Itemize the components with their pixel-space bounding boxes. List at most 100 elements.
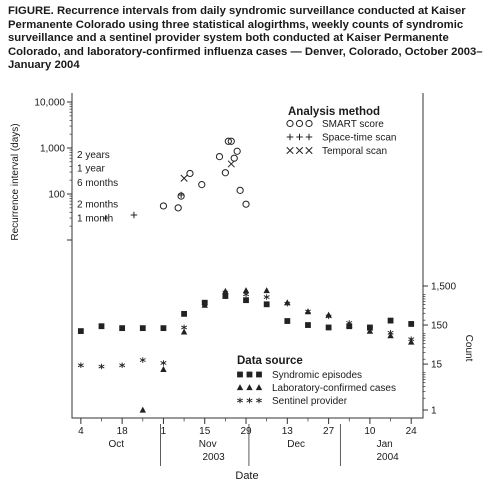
upper-point-circle-shape [221, 169, 229, 177]
legend-symbol-plus [296, 133, 303, 141]
x-month-label: Dec [287, 439, 305, 450]
upper-y-axis-title: Recurrence interval (days) [10, 123, 21, 240]
legend-symbol-circle [295, 119, 304, 128]
legend-symbol-circle [286, 119, 294, 128]
x-tick-label: 4 [78, 426, 84, 437]
lower-point-asterisk-shape [243, 291, 250, 298]
lower-point-square [263, 301, 270, 308]
x-tick-label: 1 [161, 426, 167, 437]
lower-point-asterisk-shape [201, 300, 208, 306]
legend-symbol-plus [305, 133, 313, 141]
legend-symbol-asterisk-shape [255, 397, 263, 404]
upper-point-circle [224, 137, 232, 145]
lower-point-triangle [180, 328, 188, 335]
x-year-label: 2004 [376, 452, 399, 463]
legend-symbol-triangle [246, 384, 253, 391]
lower-point-asterisk [119, 362, 126, 369]
lower-point-asterisk [325, 313, 332, 320]
legend-symbol-asterisk-shape [236, 397, 244, 404]
upper-legend-label: SMART score [322, 119, 384, 130]
upper-y-tick-label: 100 [48, 190, 65, 201]
legend-symbol-x-shape [295, 146, 304, 155]
reference-interval-label: 6 months [77, 178, 118, 189]
lower-point-square-shape [98, 323, 105, 330]
lower-point-asterisk [408, 336, 415, 343]
upper-point-circle [230, 154, 238, 162]
lower-point-square [222, 293, 229, 299]
legend-symbol-circle-shape [286, 119, 294, 128]
lower-point-asterisk-shape [304, 308, 311, 315]
x-tick-label: 27 [323, 426, 335, 437]
x-tick-label: 13 [282, 426, 294, 437]
x-tick-label: 18 [117, 426, 129, 437]
lower-point-asterisk-shape [325, 313, 332, 320]
upper-point-circle-shape [230, 154, 238, 162]
lower-point-asterisk [201, 300, 208, 306]
lower-y-tick-label: 1,500 [431, 282, 456, 293]
legend-symbol-triangle-shape [236, 384, 244, 391]
lower-point-asterisk [139, 357, 146, 363]
legend-symbol-x-shape [305, 146, 313, 155]
upper-point-circle [215, 153, 224, 161]
lower-point-asterisk-shape [408, 336, 415, 343]
upper-point-x [227, 160, 235, 168]
x-tick-label: 24 [406, 426, 418, 437]
x-tick-label: 29 [240, 426, 252, 437]
upper-point-circle [198, 181, 206, 189]
x-year-label: 2003 [202, 452, 225, 463]
lower-point-asterisk-shape [284, 300, 291, 307]
legend-symbol-x [286, 146, 294, 155]
legend-symbol-x [305, 146, 313, 155]
upper-y-tick-label: 1,000 [40, 144, 65, 155]
lower-point-asterisk [263, 294, 270, 300]
lower-point-asterisk-shape [222, 289, 229, 296]
upper-point-circle [221, 169, 229, 177]
legend-symbol-asterisk [236, 397, 244, 404]
legend-symbol-square [256, 371, 262, 378]
lower-point-triangle [263, 287, 270, 294]
lower-point-square-shape [160, 325, 167, 332]
reference-interval-label: 1 year [77, 164, 105, 175]
lower-point-triangle [242, 287, 250, 294]
upper-point-circle-shape [215, 153, 224, 161]
lower-y-tick-label: 1 [431, 406, 437, 417]
lower-point-asterisk-shape [77, 362, 84, 369]
upper-point-circle [159, 202, 168, 210]
upper-point-plus [130, 211, 138, 219]
upper-point-circle-shape [186, 169, 194, 178]
upper-point-circle [236, 186, 244, 194]
lower-point-asterisk [366, 326, 373, 332]
legend-symbol-square-shape [246, 371, 253, 378]
lower-point-asterisk [222, 289, 229, 296]
lower-point-square-shape [408, 321, 415, 327]
lower-point-square [139, 325, 146, 332]
lower-point-asterisk [98, 363, 105, 370]
lower-point-square [305, 322, 311, 328]
lower-point-square-shape [325, 324, 332, 331]
legend-symbol-x [295, 146, 304, 155]
legend-symbol-asterisk [246, 397, 253, 404]
legend-symbol-triangle-shape [255, 384, 263, 391]
lower-point-asterisk-shape [139, 357, 146, 363]
reference-interval-label: 1 month [77, 214, 113, 225]
legend-symbol-plus-shape [296, 133, 303, 141]
upper-legend-label: Temporal scan [322, 146, 387, 157]
lower-point-square-shape [139, 325, 146, 332]
lower-point-square [181, 310, 187, 317]
legend-symbol-asterisk [255, 397, 263, 404]
lower-point-square-shape [181, 310, 187, 317]
lower-legend-label: Syndromic episodes [272, 370, 362, 381]
x-tick-label: 15 [199, 426, 211, 437]
lower-point-square [243, 297, 249, 304]
lower-point-square-shape [305, 322, 311, 328]
upper-point-plus [177, 191, 185, 199]
lower-point-asterisk [387, 329, 394, 336]
reference-interval-label: 2 years [77, 150, 110, 161]
lower-point-square-shape [119, 325, 126, 332]
lower-point-asterisk [304, 308, 311, 315]
lower-point-square [160, 325, 167, 332]
upper-point-circle-shape [224, 137, 232, 145]
lower-point-square-shape [243, 297, 249, 304]
upper-point-x [180, 174, 188, 182]
